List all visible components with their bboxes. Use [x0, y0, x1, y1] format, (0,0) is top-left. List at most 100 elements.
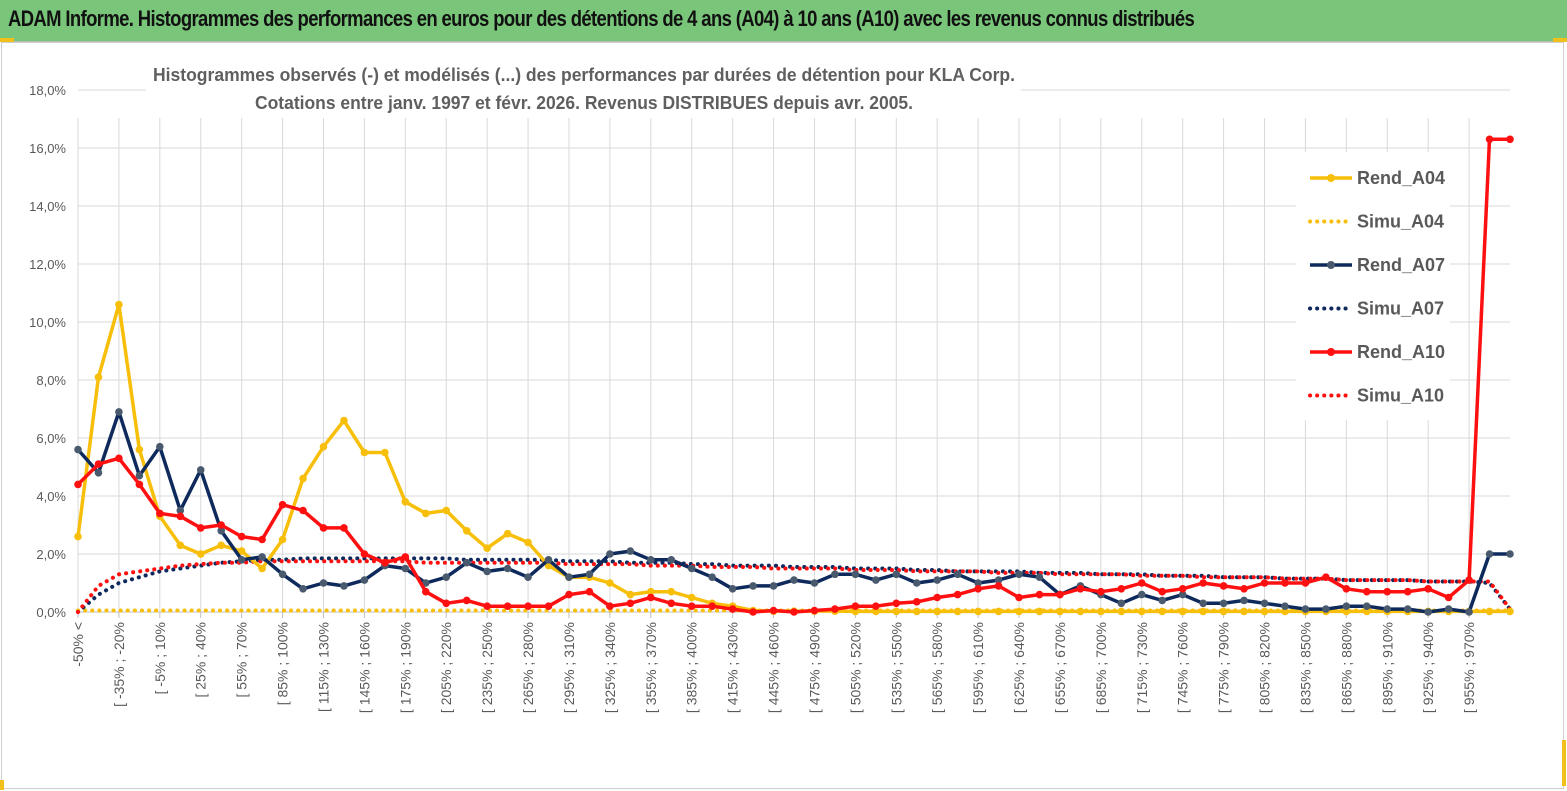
data-point — [1260, 579, 1269, 587]
data-point — [319, 579, 328, 587]
data-point — [769, 606, 778, 615]
x-tick-label: [ 475% ; 490% — [806, 622, 822, 713]
data-point — [1485, 550, 1494, 558]
header-title: ADAM Informe. Histogrammes des performan… — [8, 6, 1195, 31]
data-point — [156, 442, 164, 451]
y-tick-label: 14,0% — [29, 199, 66, 214]
data-point — [1363, 587, 1371, 596]
data-point — [135, 480, 144, 489]
data-point — [626, 590, 635, 599]
y-tick-label: 2,0% — [36, 547, 66, 562]
data-point — [647, 593, 655, 602]
chart-frame — [1, 42, 1564, 789]
x-tick-label: -50% < — [70, 622, 86, 667]
data-point — [1117, 585, 1126, 593]
data-point — [1219, 599, 1228, 608]
data-point — [462, 596, 471, 605]
data-point — [1015, 593, 1023, 602]
data-point — [196, 466, 205, 474]
data-point — [749, 582, 757, 590]
data-point — [74, 532, 82, 541]
legend-item: Rend_A07 — [1310, 255, 1445, 275]
legend-item: Rend_A04 — [1310, 168, 1445, 188]
data-point — [1342, 585, 1351, 593]
data-point — [912, 607, 921, 616]
data-point — [115, 408, 123, 416]
chart-title-line-1: Histogrammes observés (-) et modélisés (… — [153, 65, 1015, 85]
x-tick-label: [ 205% ; 220% — [438, 622, 454, 713]
data-point — [933, 576, 941, 584]
series-line — [76, 559, 1512, 614]
data-point — [1158, 607, 1167, 616]
data-point — [872, 576, 880, 584]
chart-grid — [77, 89, 1510, 613]
legend-item: Simu_A07 — [1308, 299, 1444, 319]
x-tick-label: [ 745% ; 760% — [1175, 622, 1191, 713]
x-tick-label: [ 445% ; 460% — [766, 622, 782, 713]
data-point — [933, 607, 941, 616]
data-point — [790, 608, 798, 616]
x-tick-label: [ 85% ; 100% — [275, 622, 291, 705]
data-point — [94, 460, 103, 468]
data-point — [217, 527, 225, 535]
x-axis: -50% < [ -35% ; -20% [ -5% ; 10% [ 25% ; 40… — [70, 611, 1510, 713]
data-point — [994, 607, 1003, 616]
series-line — [76, 302, 1510, 614]
x-tick-label: [ 895% ; 910% — [1379, 622, 1395, 713]
data-point — [1240, 596, 1248, 605]
data-point — [483, 544, 491, 552]
data-point — [421, 579, 430, 587]
data-point — [483, 567, 491, 576]
data-point — [1035, 607, 1044, 616]
x-tick-label: [ 535% ; 550% — [888, 622, 904, 713]
legend-background — [1296, 152, 1450, 420]
data-point — [156, 509, 164, 518]
data-point — [1199, 607, 1207, 616]
data-point — [1240, 607, 1248, 616]
x-tick-label: [ 775% ; 790% — [1216, 622, 1232, 713]
data-point — [626, 599, 635, 608]
data-point — [299, 506, 307, 515]
data-point — [462, 558, 471, 567]
data-point — [1117, 607, 1126, 616]
series-layer — [74, 135, 1514, 616]
data-point — [1383, 587, 1392, 596]
data-point — [1199, 579, 1207, 587]
data-point — [1240, 585, 1248, 593]
data-point — [667, 556, 676, 564]
data-point — [360, 576, 369, 584]
data-point — [953, 607, 962, 616]
data-point — [1424, 608, 1432, 616]
data-point — [503, 602, 512, 610]
x-tick-label: [ 835% ; 850% — [1297, 622, 1313, 713]
data-point — [524, 602, 532, 610]
x-tick-label: [ 565% ; 580% — [929, 622, 945, 713]
data-point — [421, 509, 430, 518]
data-point — [503, 529, 512, 538]
data-point — [340, 582, 348, 590]
data-point — [1363, 607, 1371, 616]
data-point — [933, 593, 941, 602]
data-point — [258, 553, 266, 561]
data-point — [74, 445, 82, 454]
data-point — [626, 547, 635, 555]
data-point — [360, 448, 369, 457]
data-point — [749, 608, 757, 616]
data-point — [953, 570, 962, 579]
series-line — [76, 137, 1510, 614]
data-point — [278, 535, 287, 544]
data-point — [1342, 602, 1351, 610]
data-point — [1485, 135, 1494, 144]
data-point — [708, 602, 716, 610]
y-tick-label: 10,0% — [29, 315, 66, 330]
data-point — [381, 558, 389, 567]
x-tick-label: [ 865% ; 880% — [1338, 622, 1354, 713]
x-tick-label: [ 715% ; 730% — [1134, 622, 1150, 713]
data-point — [1465, 608, 1473, 616]
data-point — [606, 579, 614, 587]
data-point — [1281, 607, 1289, 616]
x-tick-label: [ 805% ; 820% — [1257, 622, 1273, 713]
data-point — [524, 573, 532, 581]
data-point — [1219, 582, 1228, 590]
data-point — [442, 599, 451, 608]
